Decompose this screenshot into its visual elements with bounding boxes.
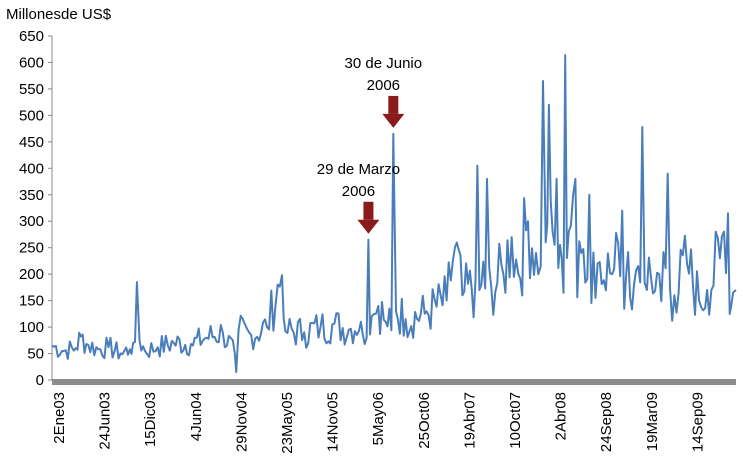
annotation-arrow-shaft (363, 201, 374, 220)
y-tick-label: 350 (19, 187, 44, 204)
y-tick-label: 250 (19, 240, 44, 257)
y-tick-label: 0 (36, 372, 44, 389)
x-tick-label: 29Nov04 (233, 392, 250, 452)
y-tick-label: 300 (19, 213, 44, 230)
x-tick-label: 15Dic03 (142, 392, 159, 447)
annotation-label: 30 de Junio (345, 55, 423, 72)
x-tick-label: 19Mar09 (644, 392, 661, 451)
annotation-label: 29 de Marzo (317, 161, 400, 178)
annotation-label: 2006 (342, 183, 375, 200)
y-tick-label: 600 (19, 54, 44, 71)
x-tick-label: 24Jun03 (97, 392, 114, 450)
y-tick-label: 450 (19, 134, 44, 151)
y-tick-label: 500 (19, 107, 44, 124)
x-tick-label: 24Sep08 (598, 392, 615, 452)
x-tick-label: 14Sep09 (689, 392, 706, 452)
annotation-arrow-head (382, 113, 405, 128)
y-tick-label: 50 (27, 346, 44, 363)
x-tick-label: 19Abr07 (461, 392, 478, 449)
x-tick-label: 2Ene03 (51, 392, 68, 444)
x-tick-label: 14Nov05 (325, 392, 342, 452)
annotation-label: 2006 (367, 77, 400, 94)
x-tick-label: 23May05 (279, 392, 296, 454)
series-line (51, 54, 737, 374)
x-tick-label: 4Jun04 (188, 392, 205, 441)
annotation-arrow-head (357, 219, 380, 234)
y-tick-label: 550 (19, 81, 44, 98)
x-axis-bar (52, 379, 736, 385)
y-tick-label: 100 (19, 319, 44, 336)
y-tick-label: 150 (19, 293, 44, 310)
x-tick-label: 10Oct07 (507, 392, 524, 449)
y-tick-label: 400 (19, 160, 44, 177)
x-tick-label: 25Oct06 (416, 392, 433, 449)
y-axis-title: Millonesde US$ (6, 6, 112, 23)
x-tick-label: 2Abr08 (553, 392, 570, 440)
y-tick-label: 650 (19, 28, 44, 45)
y-tick-label: 200 (19, 266, 44, 283)
annotation-arrow-shaft (388, 95, 399, 114)
x-tick-label: 5May06 (370, 392, 387, 445)
